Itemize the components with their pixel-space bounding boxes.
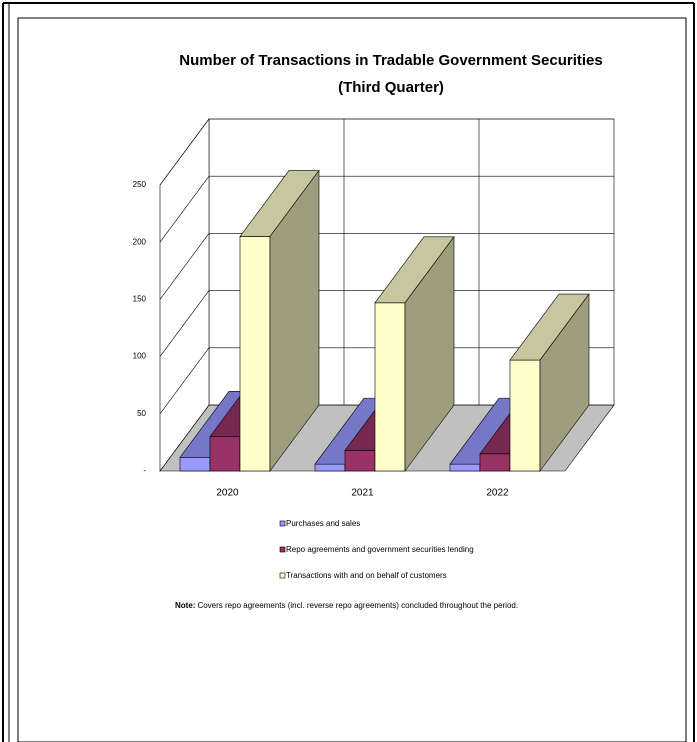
chart-frame — [17, 17, 687, 742]
bar-side — [269, 169, 320, 472]
chart-title: Number of Transactions in Tradable Gover… — [179, 52, 602, 69]
y-tick-label: - — [143, 466, 146, 475]
x-tick-label: 2020 — [216, 488, 239, 499]
bar-front — [314, 463, 346, 472]
note-text: Covers repo agreements (incl. reverse re… — [197, 601, 518, 610]
note: Note: Covers repo agreements (incl. rever… — [175, 601, 518, 610]
bar-front — [239, 236, 271, 472]
y-tick-label: 200 — [133, 237, 147, 246]
bar-front — [209, 436, 241, 472]
bar-side — [404, 235, 455, 472]
grid-line — [159, 347, 614, 414]
bar-front — [509, 359, 541, 472]
grid-line — [159, 175, 614, 243]
legend-label: Repo agreements and government securitie… — [286, 545, 474, 554]
bar-front — [449, 463, 481, 472]
grid-line — [159, 233, 614, 300]
grid-line — [159, 118, 614, 186]
y-tick-label: 100 — [133, 352, 147, 361]
bar-front — [179, 456, 211, 472]
chart-subtitle: (Third Quarter) — [338, 79, 444, 96]
x-tick-label: 2021 — [351, 488, 374, 499]
bar-front — [374, 302, 406, 472]
y-tick-label: 250 — [133, 180, 147, 189]
bar-front — [479, 453, 511, 472]
y-tick-label: 50 — [137, 409, 146, 418]
bar-side — [539, 293, 590, 472]
bar-front — [344, 450, 376, 472]
y-tick-label: 150 — [133, 295, 147, 304]
legend-swatch — [279, 520, 286, 527]
legend-label: Transactions with and on behalf of custo… — [286, 571, 447, 580]
legend-swatch — [279, 572, 286, 579]
grid-line — [159, 404, 614, 472]
x-tick-label: 2022 — [486, 488, 509, 499]
legend-swatch — [279, 546, 286, 553]
legend-label: Purchases and sales — [286, 519, 360, 528]
note-label: Note: — [175, 601, 195, 610]
grid-line — [159, 290, 614, 357]
